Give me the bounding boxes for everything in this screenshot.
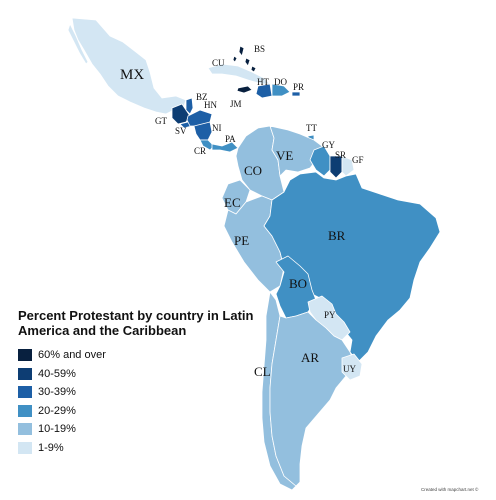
legend-item: 1-9% (14, 439, 264, 458)
label-gf: GF (352, 155, 364, 165)
label-pa: PA (225, 134, 236, 144)
country-mx[interactable] (71, 17, 187, 115)
label-tt: TT (306, 123, 317, 133)
country-uy[interactable] (341, 353, 363, 381)
legend-label: 40-59% (38, 367, 76, 380)
label-mx: MX (120, 67, 144, 83)
label-hn: HN (204, 100, 217, 110)
legend-item: 30-39% (14, 383, 264, 402)
label-ht: HT (257, 77, 269, 87)
country-gf[interactable] (341, 155, 355, 177)
legend-item: 40-59% (14, 365, 264, 384)
legend-swatch (18, 423, 32, 436)
label-uy: UY (343, 364, 356, 374)
label-do: DO (274, 77, 287, 87)
legend-label: 10-19% (38, 423, 76, 436)
legend-label: 30-39% (38, 386, 76, 399)
label-pe: PE (234, 233, 249, 248)
legend-item: 20-29% (14, 402, 264, 421)
label-bs: BS (254, 44, 265, 54)
label-bo: BO (289, 276, 307, 291)
label-cu: CU (212, 58, 225, 68)
country-mx-baja[interactable] (67, 23, 89, 65)
legend-swatch (18, 441, 32, 454)
label-bz: BZ (196, 92, 208, 102)
legend-swatch (18, 386, 32, 399)
label-ar: AR (301, 350, 319, 365)
label-br: BR (328, 228, 346, 243)
map-title: Percent Protestant by country in Latin A… (18, 308, 254, 338)
legend-swatch (18, 367, 32, 380)
label-sr: SR (335, 150, 346, 160)
country-do[interactable] (271, 83, 291, 97)
country-gy[interactable] (309, 145, 331, 177)
legend-label: 60% and over (38, 349, 106, 362)
legend-swatch (18, 349, 32, 362)
country-ar[interactable] (269, 311, 355, 487)
legend-item: 60% and over (14, 346, 264, 365)
label-sv: SV (175, 126, 187, 136)
label-cl: CL (254, 364, 271, 379)
country-cu[interactable] (207, 63, 271, 85)
country-pr[interactable] (291, 91, 301, 97)
legend-label: 20-29% (38, 404, 76, 417)
legend-item: 10-19% (14, 420, 264, 439)
label-pr: PR (293, 82, 304, 92)
legend-label: 1-9% (38, 441, 64, 454)
legend-swatch (18, 404, 32, 417)
label-co: CO (244, 163, 262, 178)
country-bs[interactable] (232, 45, 257, 73)
country-bz[interactable] (185, 97, 194, 115)
label-py: PY (324, 310, 336, 320)
label-ve: VE (276, 148, 293, 163)
country-pa[interactable] (211, 141, 239, 153)
country-ht[interactable] (255, 83, 273, 99)
legend: Percent Protestant by country in Latin A… (14, 308, 264, 457)
label-jm: JM (230, 99, 242, 109)
label-ec: EC (224, 195, 241, 210)
credit-text: Created with mapchart.net © (421, 487, 479, 492)
label-gt: GT (155, 116, 167, 126)
country-ve[interactable] (269, 125, 323, 177)
country-sr[interactable] (329, 155, 343, 179)
label-ni: NI (212, 123, 222, 133)
country-co[interactable] (235, 125, 285, 201)
label-gy: GY (322, 140, 335, 150)
country-jm[interactable] (236, 85, 253, 94)
legend-rows: 60% and over 40-59% 30-39% 20-29% 10-19% 1-9% (14, 346, 264, 457)
label-cr: CR (194, 146, 206, 156)
